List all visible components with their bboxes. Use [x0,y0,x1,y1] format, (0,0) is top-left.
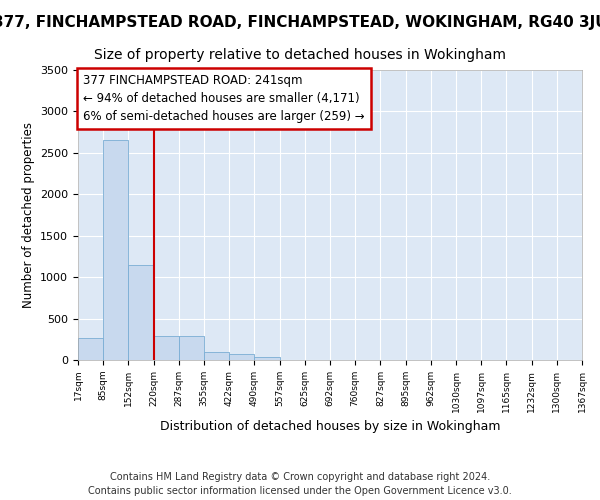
Bar [154,336,179,360]
Text: 377, FINCHAMPSTEAD ROAD, FINCHAMPSTEAD, WOKINGHAM, RG40 3JU: 377, FINCHAMPSTEAD ROAD, FINCHAMPSTEAD, … [0,15,600,30]
Bar [78,338,103,360]
Text: Size of property relative to detached houses in Wokingham: Size of property relative to detached ho… [94,48,506,62]
X-axis label: Distribution of detached houses by size in Wokingham: Distribution of detached houses by size … [160,420,500,433]
Bar [179,336,204,360]
Text: Contains HM Land Registry data © Crown copyright and database right 2024.: Contains HM Land Registry data © Crown c… [110,472,490,482]
Bar [204,352,229,360]
Text: Contains public sector information licensed under the Open Government Licence v3: Contains public sector information licen… [88,486,512,496]
Bar [229,354,254,360]
Text: 377 FINCHAMPSTEAD ROAD: 241sqm
← 94% of detached houses are smaller (4,171)
6% o: 377 FINCHAMPSTEAD ROAD: 241sqm ← 94% of … [83,74,365,124]
Y-axis label: Number of detached properties: Number of detached properties [22,122,35,308]
Bar [103,140,128,360]
Bar [254,356,280,360]
Bar [128,264,154,360]
